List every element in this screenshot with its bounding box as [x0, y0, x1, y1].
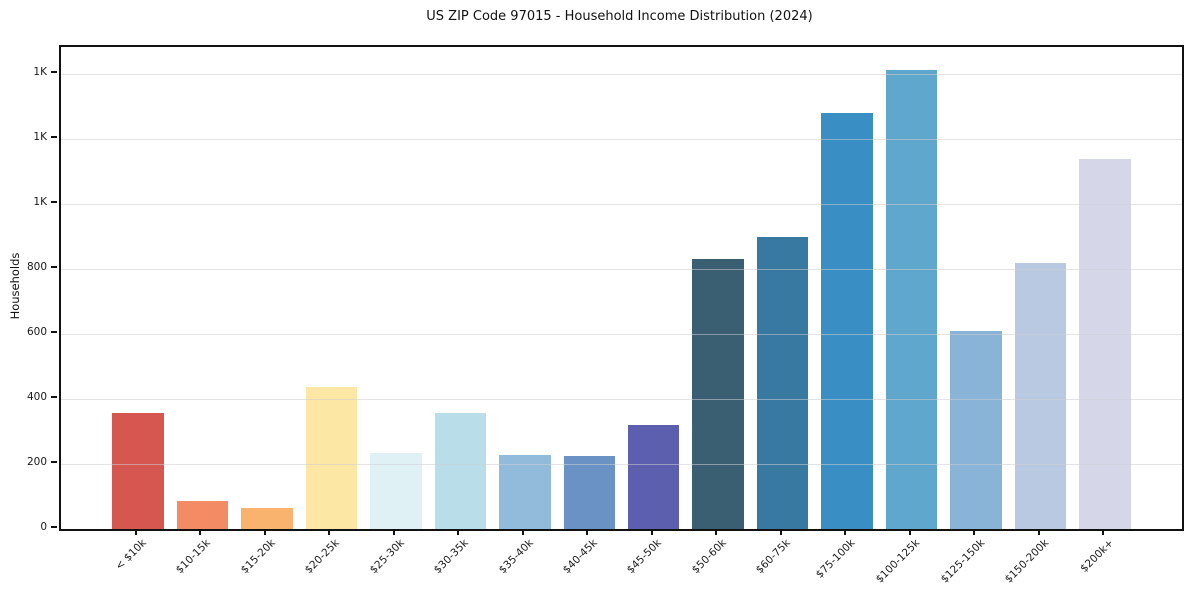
x-tick-label: $150-200k — [1002, 537, 1052, 586]
x-tick-label: < $10k — [112, 537, 149, 573]
x-tick-label: $15-20k — [238, 537, 278, 577]
bar-$30-35k — [434, 413, 487, 529]
x-tick-label: $40-45k — [560, 537, 600, 577]
x-tick-mark — [1102, 529, 1105, 535]
bar-$125-150k — [950, 331, 1002, 529]
x-tick-label: $20-25k — [302, 537, 342, 577]
bar-$15-20k — [241, 507, 293, 529]
bar-< $10k — [112, 413, 164, 529]
y-tick-label: 200 — [26, 456, 47, 468]
y-tick-mark — [51, 71, 57, 73]
x-tick-mark — [779, 529, 782, 535]
x-tick-label: $75-100k — [813, 537, 858, 581]
bar-$100-125k — [885, 70, 938, 529]
bar-$10-15k — [176, 501, 229, 529]
bar-$25-30k — [370, 453, 422, 529]
x-tick-label: $100-125k — [873, 537, 923, 586]
x-tick-mark — [844, 529, 847, 535]
x-tick-mark — [328, 529, 331, 535]
gridline-y-1400 — [61, 74, 1182, 75]
y-tick-mark — [51, 136, 57, 138]
x-tick-mark — [457, 529, 460, 535]
x-tick-label: $60-75k — [754, 537, 794, 577]
y-tick-mark — [51, 526, 57, 528]
bar-$50-60k — [692, 258, 744, 529]
gridline-y-600 — [61, 334, 1182, 335]
x-tick-label: $35-40k — [496, 537, 536, 577]
x-tick-mark — [134, 529, 137, 535]
y-tick-mark — [51, 266, 57, 268]
bar-$75-100k — [821, 113, 873, 529]
gridline-y-400 — [61, 399, 1182, 400]
x-tick-label: $50-60k — [689, 537, 729, 577]
bar-$200k+ — [1079, 159, 1131, 529]
y-tick-mark — [51, 201, 57, 203]
y-tick-label: 1K — [33, 131, 47, 143]
chart-title: US ZIP Code 97015 - Household Income Dis… — [426, 9, 813, 24]
plot-area — [59, 45, 1184, 531]
y-tick-label: 400 — [26, 391, 47, 403]
gridline-y-200 — [61, 464, 1182, 465]
x-tick-mark — [908, 529, 911, 535]
y-tick-label: 1K — [33, 66, 47, 78]
y-tick-label: 0 — [40, 521, 47, 533]
bar-$45-50k — [627, 424, 680, 529]
gridline-y-1200 — [61, 139, 1182, 140]
x-tick-mark — [1037, 529, 1040, 535]
gridline-y-800 — [61, 269, 1182, 270]
x-tick-mark — [521, 529, 524, 535]
y-tick-mark — [51, 461, 57, 463]
x-tick-label: $125-150k — [938, 537, 987, 586]
bar-$35-40k — [499, 454, 551, 529]
y-tick-label: 600 — [26, 326, 47, 338]
gridline-y-1000 — [61, 204, 1182, 205]
x-tick-mark — [392, 529, 395, 535]
x-tick-mark — [263, 529, 266, 535]
x-tick-mark — [715, 529, 718, 535]
x-tick-mark — [973, 529, 976, 535]
y-tick-mark — [51, 331, 57, 333]
bar-$20-25k — [305, 387, 358, 529]
x-tick-label: $10-15k — [173, 537, 213, 577]
x-tick-label: $30-35k — [431, 537, 471, 577]
bar-$40-45k — [563, 455, 616, 529]
x-tick-mark — [650, 529, 653, 535]
bar-$150-200k — [1014, 263, 1067, 529]
y-tick-label: 1K — [33, 196, 47, 208]
x-tick-mark — [199, 529, 202, 535]
y-tick-mark — [51, 396, 57, 398]
x-tick-label: $25-30k — [367, 537, 407, 577]
x-tick-label: $45-50k — [625, 537, 665, 577]
bar-$60-75k — [756, 237, 809, 529]
x-tick-mark — [586, 529, 589, 535]
x-tick-label: $200k+ — [1077, 537, 1116, 575]
y-tick-label: 800 — [26, 261, 47, 273]
